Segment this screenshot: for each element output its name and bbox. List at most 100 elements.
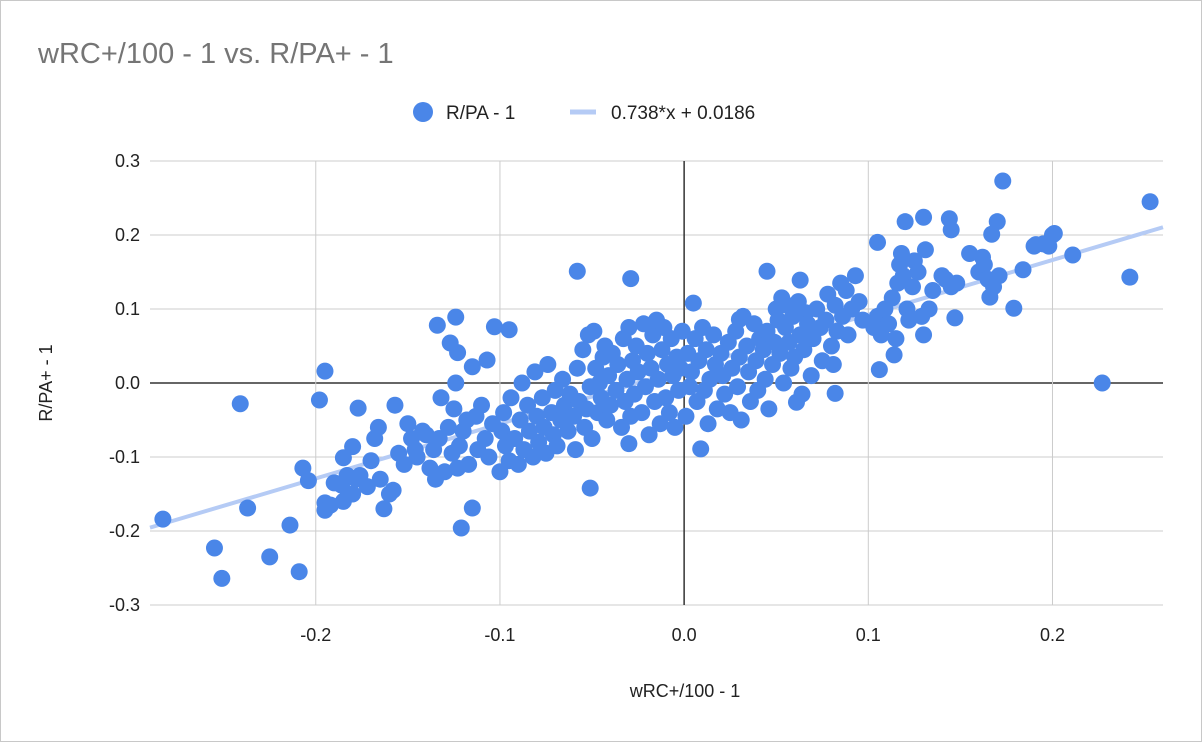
data-point [620,319,638,336]
data-point [942,221,960,239]
data-point [920,300,938,318]
data-point [583,430,601,447]
data-point [574,341,592,359]
data-point [417,426,435,444]
data-point [568,359,586,377]
data-point [290,563,308,581]
tick-labels: 0.3 0.2 0.1 0.0 -0.1 -0.2 -0.3 -0.2 -0.1 0.0 0.1 0.… [109,151,1065,645]
data-point [817,311,835,329]
data-point [480,448,498,466]
data-point [460,455,478,473]
data-point [581,479,599,497]
data-point [428,316,446,334]
data-point [493,422,511,440]
data-point [1121,268,1139,286]
data-point [983,225,1001,243]
data-point [802,367,820,385]
data-point [362,452,380,470]
data-point [775,374,793,392]
data-point [325,474,343,492]
data-point [705,326,723,344]
y-tick-label: -0.3 [109,595,140,615]
data-point [649,370,667,388]
legend-label-points: R/PA - 1 [446,103,515,124]
data-point [1005,299,1023,317]
data-point [502,389,520,407]
data-point [900,311,918,329]
data-point [697,341,715,359]
data-point [375,500,393,518]
data-point [473,396,491,414]
legend: R/PA - 1 0.738*x + 0.0186 [413,102,755,124]
data-point [568,262,586,280]
data-point [657,389,675,407]
data-point [321,496,339,514]
data-point [281,516,299,534]
y-tick-label: 0.1 [115,299,140,319]
data-point [824,356,842,373]
data-point [485,318,503,336]
data-point [310,391,328,409]
data-point [447,308,465,326]
data-point [408,448,426,466]
data-point [1093,374,1111,392]
data-point [948,274,966,292]
data-point [975,256,993,274]
data-point [1064,246,1082,264]
y-tick-label: -0.1 [109,447,140,467]
data-point [916,241,934,259]
data-point [463,358,481,376]
data-point [386,396,404,414]
data-point [620,435,638,453]
data-point [732,411,750,429]
data-point [870,361,888,379]
y-axis-label: R/PA+ - 1 [36,344,56,421]
data-point [447,374,465,392]
data-point [526,363,544,381]
data-point [524,448,542,466]
data-point [727,322,745,340]
data-point [344,438,362,456]
x-tick-label: 0.0 [672,625,697,645]
data-point [961,245,979,262]
data-point [915,208,933,226]
data-point [513,374,531,392]
data-point [371,470,389,488]
data-point [673,322,691,340]
data-point [231,395,249,413]
data-point [837,282,855,299]
data-point [436,463,454,481]
data-point [692,440,710,458]
data-point [880,315,898,333]
data-point [154,510,172,528]
data-point [299,472,317,490]
data-point [640,426,658,444]
y-tick-label: 0.3 [115,151,140,171]
data-point [566,441,584,459]
data-point [896,213,914,231]
data-point [869,233,887,251]
data-point [904,278,922,296]
data-point [509,455,527,473]
data-point [261,548,279,566]
data-point [432,389,450,407]
data-point [846,267,864,285]
data-point [384,481,402,499]
x-tick-label: 0.1 [856,625,881,645]
data-point [946,309,964,327]
data-point [791,271,809,289]
data-point [598,411,616,429]
data-point [990,267,1008,285]
data-point [729,378,747,396]
legend-marker-points [413,102,433,122]
data-point [633,404,651,422]
data-point [799,315,817,333]
data-point [684,294,702,312]
data-point [994,172,1012,190]
data-point [909,263,927,281]
data-point [629,363,647,381]
data-point [699,415,717,433]
data-point [548,437,566,455]
data-point [822,337,840,355]
data-point [449,344,467,362]
